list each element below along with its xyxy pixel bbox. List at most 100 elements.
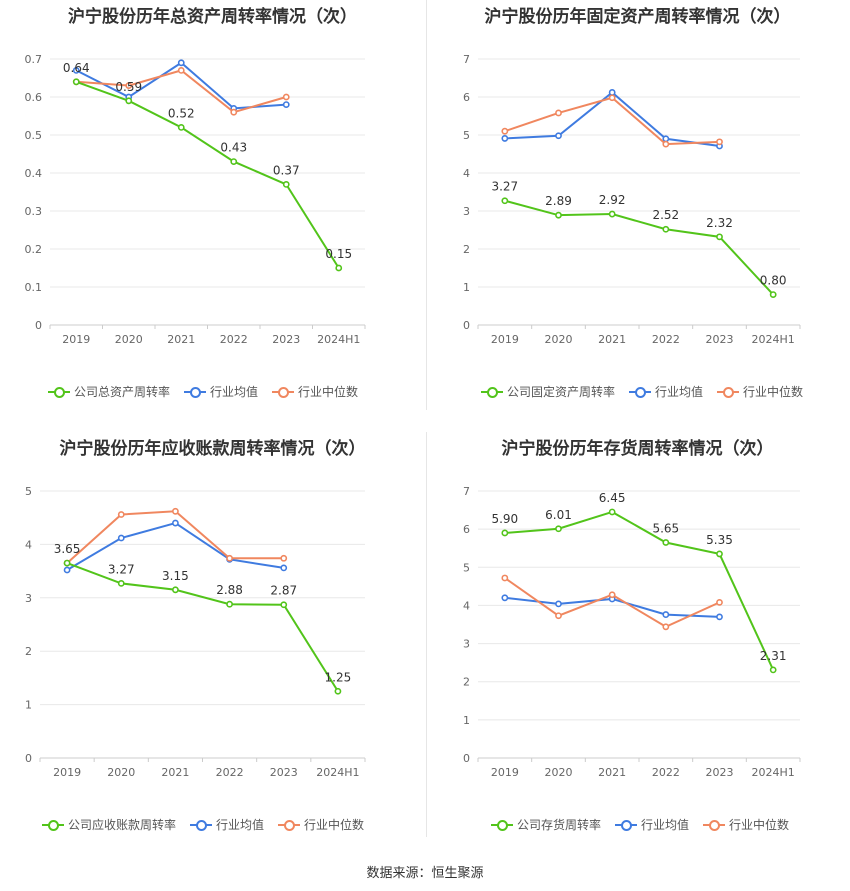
- data-point[interactable]: [280, 601, 288, 609]
- data-point[interactable]: [63, 566, 71, 574]
- data-point[interactable]: [501, 135, 509, 142]
- y-tick-label: 2: [463, 243, 470, 256]
- data-point[interactable]: [226, 554, 233, 562]
- legend-item-company[interactable]: 公司固定资产周转率: [481, 383, 615, 400]
- data-point[interactable]: [226, 600, 233, 608]
- data-point[interactable]: [501, 197, 509, 205]
- y-tick-label: 5: [463, 129, 470, 142]
- data-point[interactable]: [608, 591, 616, 599]
- data-point[interactable]: [608, 94, 616, 102]
- x-tick-label: 2022: [652, 333, 680, 346]
- series-line: [66, 521, 284, 571]
- data-point[interactable]: [282, 93, 290, 101]
- data-point[interactable]: [555, 109, 562, 117]
- legend-item-company[interactable]: 公司存货周转率: [491, 816, 601, 833]
- data-point[interactable]: [172, 586, 179, 594]
- x-tick-label: 2024H1: [317, 333, 360, 346]
- x-tick-label: 2019: [53, 766, 81, 779]
- data-point[interactable]: [716, 550, 723, 558]
- y-tick-label: 0.3: [25, 205, 43, 218]
- data-point[interactable]: [282, 180, 290, 188]
- data-point[interactable]: [335, 264, 343, 272]
- legend-item-median[interactable]: 行业中位数: [272, 383, 358, 400]
- data-point[interactable]: [172, 519, 179, 527]
- data-point[interactable]: [282, 101, 290, 108]
- data-point[interactable]: [117, 579, 125, 587]
- data-point[interactable]: [662, 539, 670, 546]
- y-tick-label: 0.5: [25, 129, 43, 142]
- data-point[interactable]: [63, 559, 71, 567]
- data-point[interactable]: [177, 59, 185, 67]
- panel-divider: [426, 0, 427, 410]
- y-tick-label: 5: [463, 561, 470, 574]
- data-point[interactable]: [117, 534, 125, 542]
- data-point[interactable]: [280, 564, 288, 572]
- data-point[interactable]: [501, 594, 509, 602]
- x-tick-label: 2020: [545, 333, 573, 346]
- data-point[interactable]: [769, 666, 777, 674]
- data-point[interactable]: [662, 611, 670, 618]
- data-label: 6.45: [599, 491, 626, 505]
- data-label: 0.15: [325, 247, 352, 261]
- data-point[interactable]: [501, 529, 509, 537]
- legend-item-median[interactable]: 行业中位数: [278, 816, 364, 833]
- y-tick-label: 1: [463, 714, 470, 727]
- data-point[interactable]: [555, 612, 562, 620]
- data-point[interactable]: [662, 623, 670, 631]
- data-point[interactable]: [716, 613, 723, 621]
- data-point[interactable]: [72, 78, 80, 86]
- legend-item-median[interactable]: 行业中位数: [703, 816, 789, 833]
- x-tick-label: 2021: [598, 333, 626, 346]
- data-point[interactable]: [608, 210, 616, 218]
- legend-item-median[interactable]: 行业中位数: [717, 383, 803, 400]
- data-point[interactable]: [555, 525, 562, 533]
- data-point[interactable]: [230, 108, 238, 116]
- legend-item-company[interactable]: 公司应收账款周转率: [42, 816, 176, 833]
- data-point[interactable]: [280, 554, 288, 562]
- legend-swatch-orange: [272, 386, 295, 398]
- y-tick-label: 0.6: [25, 91, 43, 104]
- legend-label: 公司总资产周转率: [74, 385, 171, 399]
- data-point[interactable]: [117, 511, 125, 518]
- data-point[interactable]: [608, 508, 616, 516]
- y-tick-label: 0.1: [25, 281, 43, 294]
- data-point[interactable]: [662, 225, 670, 233]
- x-tick-label: 2022: [220, 333, 248, 346]
- legend-item-avg[interactable]: 行业均值: [629, 383, 703, 400]
- legend-item-avg[interactable]: 行业均值: [184, 383, 258, 400]
- data-point[interactable]: [716, 233, 723, 241]
- data-point[interactable]: [125, 97, 133, 105]
- legend-item-avg[interactable]: 行业均值: [190, 816, 264, 833]
- legend-item-company[interactable]: 公司总资产周转率: [48, 383, 170, 400]
- legend-item-avg[interactable]: 行业均值: [615, 816, 689, 833]
- legend-swatch-green: [48, 386, 70, 398]
- legend-swatch-orange: [703, 819, 726, 831]
- legend-label: 公司固定资产周转率: [507, 385, 616, 399]
- y-tick-label: 6: [463, 523, 470, 536]
- data-point[interactable]: [555, 211, 562, 219]
- data-point[interactable]: [662, 135, 670, 143]
- data-point[interactable]: [177, 124, 185, 131]
- legend-swatch-orange: [717, 386, 740, 398]
- data-point[interactable]: [716, 138, 723, 146]
- data-point[interactable]: [177, 67, 185, 74]
- data-point[interactable]: [662, 140, 670, 148]
- data-point[interactable]: [608, 89, 616, 96]
- data-point[interactable]: [555, 132, 562, 140]
- data-point[interactable]: [501, 127, 509, 135]
- data-point[interactable]: [769, 291, 777, 298]
- data-point[interactable]: [230, 158, 238, 165]
- data-point[interactable]: [72, 67, 80, 74]
- data-point[interactable]: [334, 687, 342, 695]
- x-tick-label: 2019: [491, 766, 519, 779]
- x-tick-label: 2021: [167, 333, 195, 346]
- chart-legend: 公司应收账款周转率 行业均值 行业中位数: [42, 816, 364, 833]
- data-point[interactable]: [716, 598, 723, 606]
- data-point[interactable]: [172, 507, 179, 515]
- legend-swatch-blue: [629, 386, 652, 398]
- data-point[interactable]: [555, 600, 562, 608]
- data-point[interactable]: [501, 574, 509, 582]
- data-label: 5.65: [652, 521, 679, 535]
- data-point[interactable]: [125, 82, 133, 89]
- data-label: 3.27: [108, 562, 135, 576]
